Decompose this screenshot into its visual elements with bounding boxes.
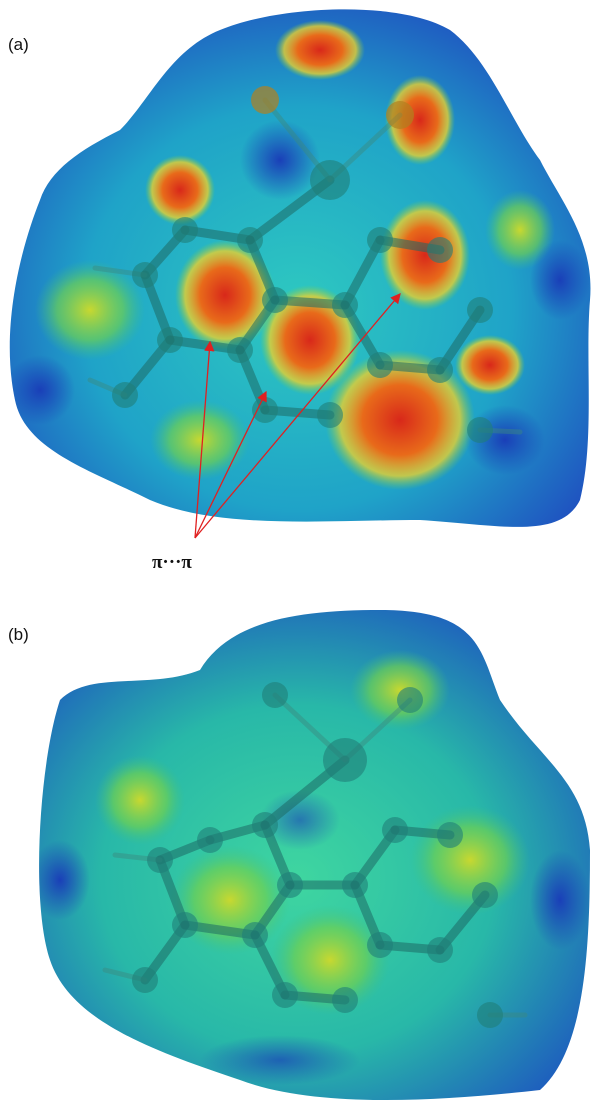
surface-a (9, 9, 591, 527)
molecule-b (102, 682, 528, 1028)
arrows (194, 293, 401, 539)
surface-b (39, 610, 591, 1100)
panel-label: (a) (8, 35, 29, 54)
panel-label: (b) (8, 625, 29, 644)
molecule-a (87, 86, 523, 443)
annotation: π···π (152, 552, 192, 573)
